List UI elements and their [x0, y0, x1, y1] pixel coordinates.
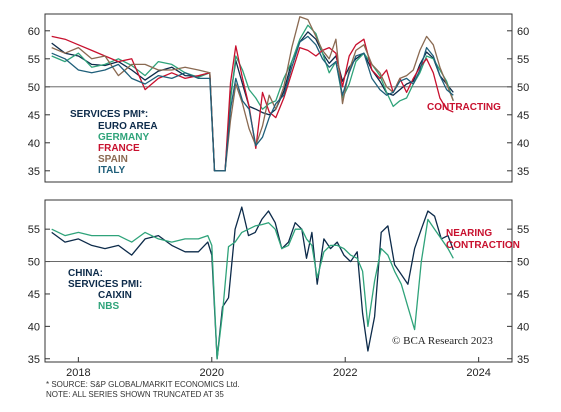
y-tick-label-right: 50	[517, 257, 529, 269]
footnote-note: NOTE: ALL SERIES SHOWN TRUNCATED AT 35	[46, 390, 224, 399]
series-line-italy	[51, 35, 454, 172]
x-tick-label: 2024	[466, 367, 490, 379]
legend-title-line2: SERVICES PMI:	[68, 279, 142, 290]
series-line-spain	[51, 16, 454, 172]
y-tick-label-right: 55	[517, 224, 529, 236]
services-pmi-panel: 35 35 40 40 45 45 50 50 55 55 60 60 SERVICES PMI*:EU…	[28, 13, 529, 183]
brand-credit: © BCA Research 2023	[392, 335, 493, 347]
y-tick-label-right: 40	[517, 138, 529, 150]
legend-title-line1: CHINA:	[68, 268, 103, 279]
y-tick-label-left: 35	[28, 354, 40, 366]
panel-frame	[44, 13, 513, 183]
y-tick-label-left: 55	[28, 224, 40, 236]
y-tick-label-right: 45	[517, 289, 529, 301]
y-tick-label-left: 40	[28, 321, 40, 333]
legend-entry-caixin: CAIXIN	[98, 290, 132, 301]
y-tick-label-left: 35	[28, 166, 40, 178]
y-tick-label-right: 40	[517, 321, 529, 333]
x-tick-label: 2018	[66, 367, 90, 379]
x-tick-label: 2020	[200, 367, 224, 379]
y-tick-label-left: 50	[28, 82, 40, 94]
y-tick-label-right: 55	[517, 54, 529, 66]
legend-entry-euro-area: EURO AREA	[98, 121, 158, 132]
series-line-nbs	[51, 218, 454, 360]
y-tick-label-left: 40	[28, 138, 40, 150]
legend-entry-germany: GERMANY	[98, 132, 149, 143]
x-axis: 2018 2020 2022 2024	[66, 357, 491, 379]
y-tick-label-left: 45	[28, 289, 40, 301]
legend-entry-france: FRANCE	[98, 143, 140, 154]
series-line-euro-area	[51, 31, 454, 172]
y-tick-label-right: 60	[517, 26, 529, 38]
legend-entry-italy: ITALY	[98, 165, 126, 176]
y-tick-label-left: 45	[28, 110, 40, 122]
y-tick-label-right: 45	[517, 110, 529, 122]
legend-entry-nbs: NBS	[98, 301, 119, 312]
legend-title: SERVICES PMI*:	[70, 109, 148, 120]
annotation-nearing: NEARING	[446, 228, 492, 239]
y-tick-label-right: 35	[517, 166, 529, 178]
panel-frame	[44, 199, 513, 363]
y-tick-label-left: 55	[28, 54, 40, 66]
footnote-source: * SOURCE: S&P GLOBAL/MARKIT ECONOMICS Lt…	[46, 380, 240, 389]
annotation-contraction: CONTRACTION	[446, 240, 520, 251]
y-tick-label-right: 50	[517, 82, 529, 94]
y-tick-label-left: 60	[28, 26, 40, 38]
annotation-contracting: CONTRACTING	[427, 102, 501, 113]
series-line-germany	[51, 24, 454, 172]
y-tick-label-right: 35	[517, 354, 529, 366]
x-tick-label: 2022	[333, 367, 357, 379]
legend-entry-spain: SPAIN	[98, 154, 128, 165]
y-tick-label-left: 50	[28, 257, 40, 269]
